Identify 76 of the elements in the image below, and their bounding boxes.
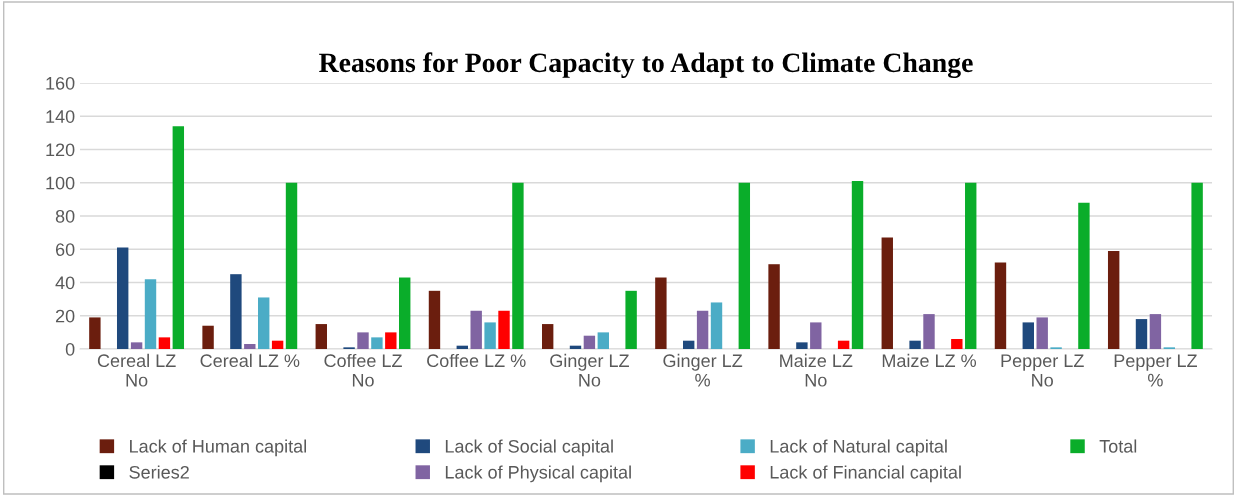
bar bbox=[484, 322, 496, 349]
bar bbox=[1149, 314, 1162, 349]
bar bbox=[371, 337, 383, 349]
legend-label: Lack of Social capital bbox=[445, 439, 613, 457]
bar bbox=[655, 277, 667, 349]
bar bbox=[851, 181, 864, 349]
bar bbox=[625, 290, 637, 349]
legend-label: Series2 bbox=[129, 465, 189, 479]
x-tick-label: Ginger LZ % bbox=[663, 353, 743, 387]
bar bbox=[909, 340, 921, 349]
bar bbox=[202, 325, 214, 349]
bar bbox=[315, 324, 327, 349]
y-tick-label: 60 bbox=[55, 243, 75, 256]
bar bbox=[923, 314, 935, 349]
bar bbox=[1036, 317, 1048, 349]
bar bbox=[837, 340, 850, 349]
chart-title: Reasons for Poor Capacity to Adapt to Climate Change bbox=[319, 52, 973, 79]
bar bbox=[470, 310, 482, 349]
y-tick-label: 20 bbox=[55, 309, 75, 323]
x-tick-label: Maize LZ % bbox=[882, 353, 977, 368]
x-tick-label: Pepper LZ No bbox=[1001, 354, 1084, 387]
y-tick-label: 160 bbox=[46, 76, 75, 90]
y-tick-label: 140 bbox=[46, 110, 75, 123]
bar bbox=[498, 310, 510, 349]
bar bbox=[512, 182, 524, 349]
bar bbox=[385, 332, 397, 349]
bar bbox=[172, 126, 185, 349]
bar bbox=[1135, 319, 1148, 349]
y-tick-label: 100 bbox=[46, 176, 75, 190]
bar bbox=[258, 297, 270, 349]
bar bbox=[428, 290, 441, 349]
bar bbox=[116, 247, 129, 349]
x-tick-label: Cereal LZ % bbox=[200, 353, 300, 368]
bar bbox=[285, 182, 298, 349]
bar bbox=[130, 342, 143, 349]
bar bbox=[244, 344, 256, 349]
bar bbox=[357, 332, 369, 349]
bar bbox=[768, 264, 780, 349]
bar bbox=[399, 277, 411, 349]
bar bbox=[271, 340, 284, 349]
x-tick-label: Maize LZ No bbox=[780, 353, 853, 387]
bar bbox=[144, 279, 157, 349]
bar bbox=[583, 335, 596, 349]
y-tick-label: 40 bbox=[55, 276, 75, 290]
bar bbox=[994, 262, 1007, 349]
bar bbox=[810, 322, 822, 349]
bar bbox=[682, 340, 695, 349]
legend-label: Lack of Natural capital bbox=[770, 439, 947, 457]
bar bbox=[230, 274, 242, 349]
bar bbox=[951, 339, 963, 349]
bar bbox=[1022, 322, 1034, 349]
legend-label: Lack of Human capital bbox=[130, 439, 306, 457]
x-tick-label: Cereal LZ No bbox=[97, 353, 176, 387]
bar bbox=[158, 337, 171, 349]
y-tick-label: 120 bbox=[46, 143, 75, 157]
x-tick-label: Ginger LZ No bbox=[550, 353, 629, 387]
x-tick-label: Coffee LZ % bbox=[427, 353, 526, 368]
bar bbox=[541, 324, 554, 349]
y-tick-label: 0 bbox=[65, 342, 75, 356]
legend-label: Lack of Physical capital bbox=[445, 465, 631, 483]
bar bbox=[1191, 182, 1203, 349]
x-tick-label: Coffee LZ No bbox=[324, 353, 402, 387]
bar bbox=[710, 302, 723, 349]
bar bbox=[965, 182, 977, 349]
bar bbox=[89, 317, 101, 349]
bar bbox=[597, 332, 610, 349]
bar bbox=[796, 342, 808, 349]
bar bbox=[696, 310, 709, 349]
bar bbox=[1107, 250, 1120, 349]
legend-label: Lack of Financial capital bbox=[770, 465, 961, 483]
x-tick-label: Pepper LZ % bbox=[1114, 354, 1197, 387]
bar bbox=[1078, 202, 1090, 349]
legend-label: Total bbox=[1099, 439, 1137, 453]
bar bbox=[738, 182, 751, 349]
y-tick-label: 80 bbox=[55, 209, 75, 223]
bar bbox=[881, 237, 893, 349]
